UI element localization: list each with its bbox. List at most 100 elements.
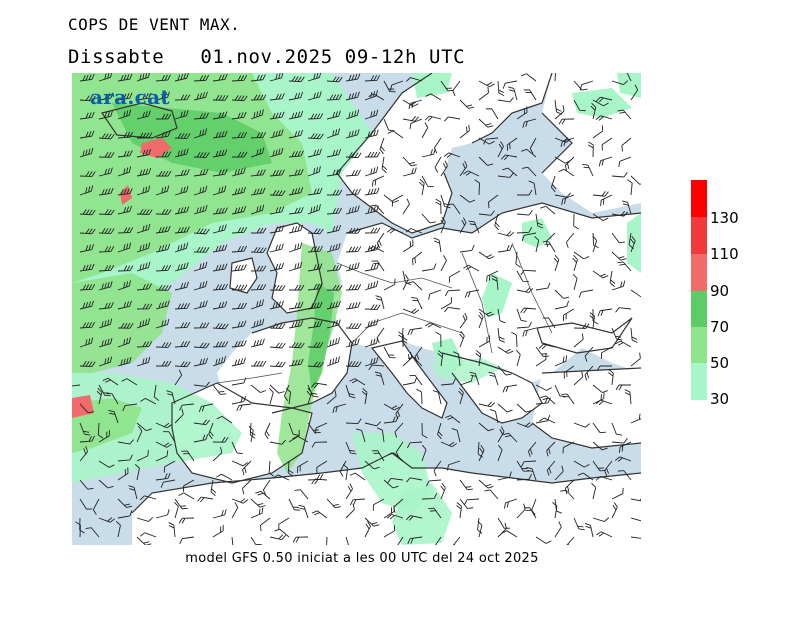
wind-barb: [98, 460, 115, 468]
wind-barb: [288, 129, 304, 139]
wind-barb: [212, 263, 228, 272]
wind-barb: [364, 90, 378, 101]
wind-barb: [428, 507, 442, 519]
wind-barb: [134, 463, 140, 481]
wind-barb: [139, 495, 157, 501]
wind-barb: [248, 425, 254, 443]
wind-barb: [534, 235, 540, 253]
wind-barb: [478, 210, 495, 216]
wind-barb: [231, 226, 248, 234]
wind-barb: [611, 280, 626, 291]
wind-barb: [630, 327, 638, 343]
wind-barb: [584, 522, 594, 538]
wind-barb: [269, 534, 287, 540]
wind-barb: [464, 289, 480, 298]
wind-barb: [212, 149, 228, 158]
wind-barb: [236, 403, 252, 412]
wind-barb: [174, 132, 191, 139]
wind-barb: [561, 194, 575, 206]
wind-barb: [463, 170, 480, 177]
wind-barb: [364, 227, 381, 234]
wind-barb: [368, 246, 385, 253]
wind-barb: [193, 74, 210, 82]
wind-barb: [231, 340, 247, 348]
wind-barb: [521, 148, 537, 158]
wind-barb: [433, 237, 442, 253]
wind-barb: [421, 422, 428, 439]
wind-barb: [288, 224, 304, 234]
wind-barb: [565, 536, 575, 545]
wind-barb: [419, 178, 425, 196]
wind-barb: [459, 479, 473, 491]
wind-barb: [136, 261, 151, 272]
wind-barb: [554, 521, 562, 538]
wind-barb: [117, 510, 133, 519]
wind-barb: [79, 435, 95, 443]
wind-barb: [178, 492, 195, 500]
wind-barb: [193, 151, 210, 158]
wind-barb: [288, 150, 304, 158]
wind-barb: [155, 300, 170, 310]
wind-barb: [212, 301, 228, 310]
wind-barb: [614, 456, 632, 462]
wind-barb: [550, 175, 557, 193]
wind-barb: [193, 128, 208, 139]
wind-barb: [489, 408, 499, 424]
wind-barb: [478, 137, 495, 145]
wind-gust-map: ara.cat: [72, 73, 641, 545]
wind-barb: [98, 356, 113, 367]
wind-barb: [364, 460, 380, 470]
wind-barb: [193, 228, 210, 235]
wind-barb: [620, 73, 632, 82]
wind-barb: [529, 137, 537, 154]
wind-barb: [140, 398, 157, 405]
wind-barb: [174, 501, 179, 519]
wind-barb: [117, 265, 134, 272]
wind-barb: [383, 346, 396, 359]
wind-barb: [630, 412, 641, 424]
wind-barb: [592, 232, 599, 249]
wind-barb: [345, 338, 360, 348]
wind-barb: [421, 175, 434, 187]
wind-barb: [433, 460, 442, 477]
wind-barb: [451, 428, 461, 443]
wind-barb: [516, 226, 533, 234]
wind-barb: [326, 168, 342, 177]
wind-barb: [117, 242, 132, 253]
scandinavia-land: [337, 73, 552, 233]
wind-barb: [364, 521, 371, 538]
wind-barb: [168, 522, 176, 538]
wind-barb: [250, 74, 266, 82]
wind-barb: [198, 403, 214, 413]
wind-barb: [349, 498, 366, 506]
wind-barb: [463, 264, 480, 272]
wind-barb: [212, 341, 229, 348]
wind-barb: [212, 323, 229, 330]
wind-barb: [573, 422, 591, 428]
map-title: COPS DE VENT MAX.: [68, 15, 241, 34]
wind-barb: [416, 388, 423, 405]
wind-barb: [478, 479, 494, 489]
wind-barb: [174, 322, 191, 329]
wind-barb: [592, 213, 609, 221]
wind-barb: [136, 92, 152, 101]
wind-barb: [364, 166, 379, 177]
forecast-datetime: 01.nov.2025 09-12h UTC: [200, 46, 466, 68]
wind-barb: [546, 441, 556, 457]
wind-barb: [611, 251, 627, 261]
wind-barb: [432, 390, 442, 405]
wind-barb: [79, 498, 93, 510]
wind-barb: [506, 137, 518, 151]
wind-barb: [592, 99, 609, 107]
wind-barb: [588, 141, 594, 158]
wind-barb: [311, 510, 328, 519]
wind-barb: [621, 200, 632, 215]
wind-barb: [212, 207, 228, 215]
legend-swatch-50: [691, 327, 707, 363]
wind-barb: [345, 73, 361, 82]
wind-barb: [136, 517, 154, 522]
wind-barb: [391, 194, 404, 207]
wind-barb: [535, 536, 552, 544]
wind-barb: [370, 204, 385, 215]
wind-barb: [307, 228, 324, 235]
